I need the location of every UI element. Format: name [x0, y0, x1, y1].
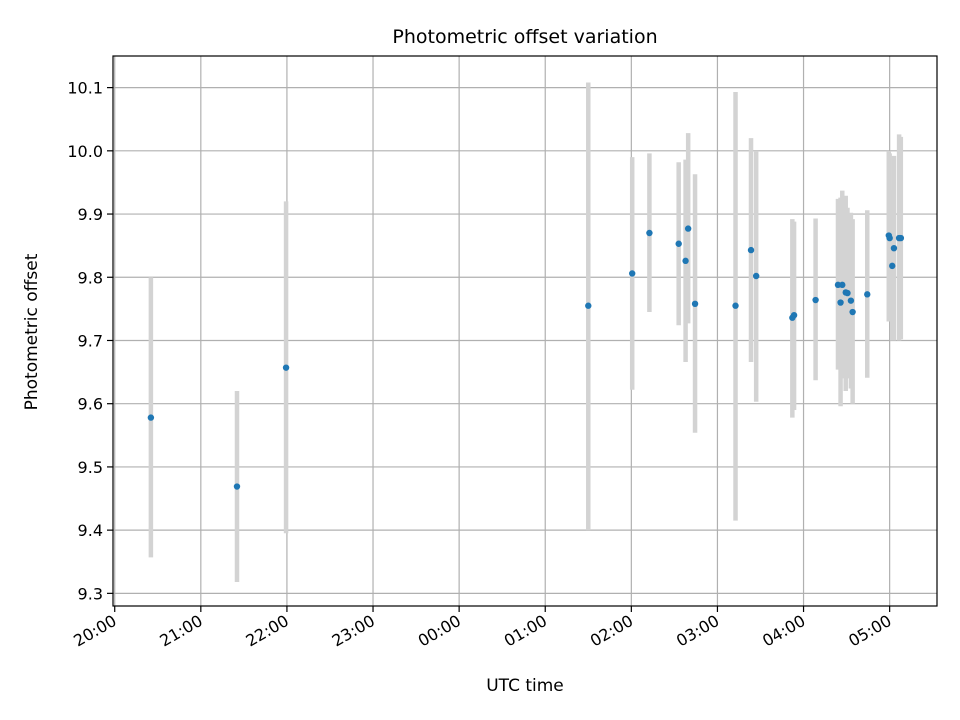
y-axis-title: Photometric offset: [22, 253, 42, 410]
data-point: [886, 234, 893, 242]
chart-title: Photometric offset variation: [392, 26, 657, 48]
data-point: [890, 244, 898, 252]
axes-frame: [112, 55, 938, 607]
data-point: [691, 300, 699, 308]
data-point: [847, 297, 855, 304]
data-point: [864, 291, 871, 298]
x-axis-title: UTC time: [486, 676, 564, 696]
data-point: [790, 311, 798, 319]
y-tick-label: 10.0: [67, 142, 103, 161]
plot-area: [112, 55, 938, 607]
data-point: [147, 414, 155, 421]
data-point: [233, 483, 241, 490]
data-point: [732, 302, 739, 309]
data-point: [747, 246, 755, 254]
data-point: [646, 229, 653, 237]
data-point: [585, 302, 592, 309]
y-tick-label: 9.7: [78, 331, 103, 350]
data-point: [282, 364, 290, 371]
y-tick-label: 9.9: [78, 205, 103, 224]
grid: [113, 56, 937, 606]
y-tick-label: 9.6: [78, 395, 103, 414]
y-tick-label: 9.8: [78, 268, 103, 287]
data-point: [837, 299, 844, 306]
data-point: [812, 296, 819, 304]
data-point: [675, 240, 682, 247]
y-tick-label: 9.4: [78, 521, 103, 540]
data-point: [839, 281, 846, 289]
data-point: [897, 234, 905, 242]
data-point: [752, 272, 760, 280]
data-point: [889, 262, 896, 270]
y-tick-label: 10.1: [67, 79, 103, 98]
data-points: [147, 225, 905, 490]
y-tick-label: 9.5: [78, 458, 103, 477]
data-point: [684, 225, 692, 232]
data-point: [682, 257, 689, 265]
data-point: [849, 308, 856, 316]
data-point: [844, 289, 851, 297]
data-point: [628, 270, 636, 277]
y-axis: 9.3 9.4 9.5 9.6 9.7 9.8 9.9 10.0 10.1: [67, 79, 113, 603]
y-tick-label: 9.3: [78, 584, 103, 603]
